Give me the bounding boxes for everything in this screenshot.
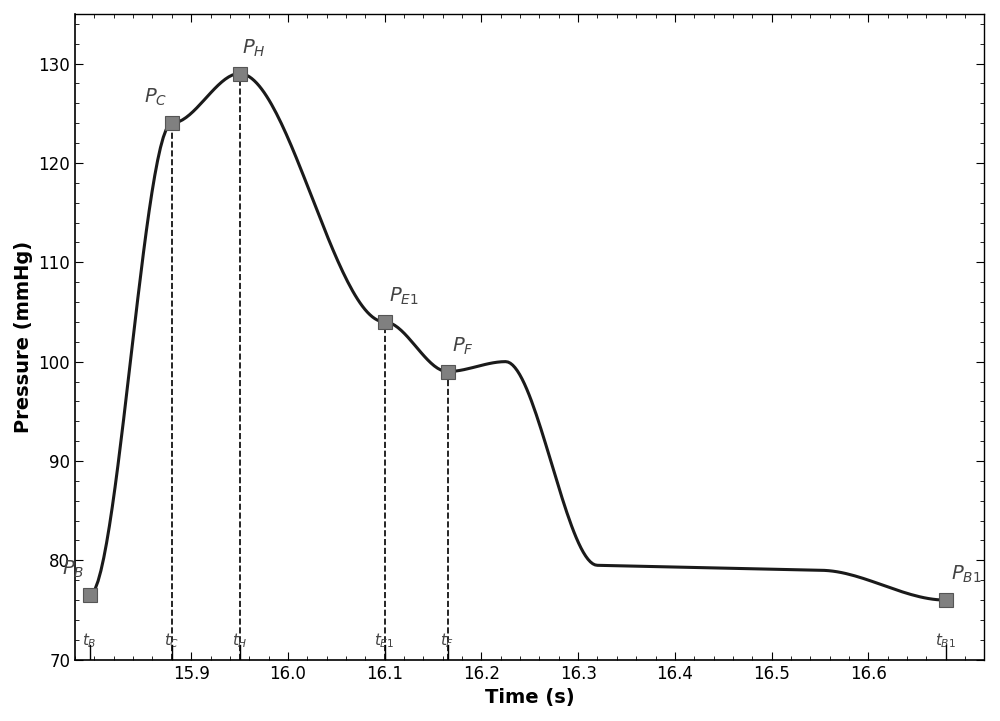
Text: $t_B$: $t_B$ <box>82 631 97 650</box>
Text: $P_F$: $P_F$ <box>452 335 474 357</box>
Y-axis label: Pressure (mmHg): Pressure (mmHg) <box>14 241 33 433</box>
Text: $P_C$: $P_C$ <box>144 87 167 108</box>
Text: $t_H$: $t_H$ <box>232 631 247 650</box>
Text: $P_H$: $P_H$ <box>242 37 266 58</box>
Text: $P_{B1}$: $P_{B1}$ <box>951 564 981 585</box>
Text: $P_{E1}$: $P_{E1}$ <box>389 286 419 307</box>
Text: $t_{E1}$: $t_{E1}$ <box>374 631 395 650</box>
Text: $t_{B1}$: $t_{B1}$ <box>935 631 956 650</box>
Text: $t_F$: $t_F$ <box>440 631 455 650</box>
Text: $t_C$: $t_C$ <box>164 631 179 650</box>
Text: $P_B$: $P_B$ <box>62 559 85 580</box>
X-axis label: Time (s): Time (s) <box>485 688 575 707</box>
